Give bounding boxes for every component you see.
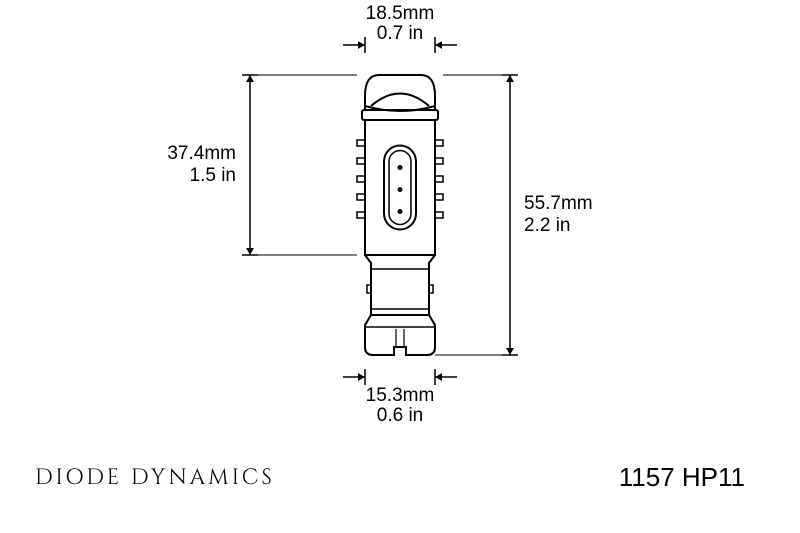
svg-text:2.2 in: 2.2 in	[524, 215, 570, 236]
svg-text:0.6 in: 0.6 in	[377, 405, 423, 426]
brand-label: DIODE DYNAMICS	[35, 464, 275, 493]
svg-text:0.7 in: 0.7 in	[377, 23, 423, 44]
svg-text:1.5 in: 1.5 in	[190, 165, 236, 186]
svg-text:55.7mm: 55.7mm	[524, 193, 593, 214]
svg-text:37.4mm: 37.4mm	[167, 143, 236, 164]
svg-text:18.5mm: 18.5mm	[366, 3, 435, 24]
svg-text:15.3mm: 15.3mm	[366, 385, 435, 406]
model-label: 1157 HP11	[619, 462, 745, 493]
